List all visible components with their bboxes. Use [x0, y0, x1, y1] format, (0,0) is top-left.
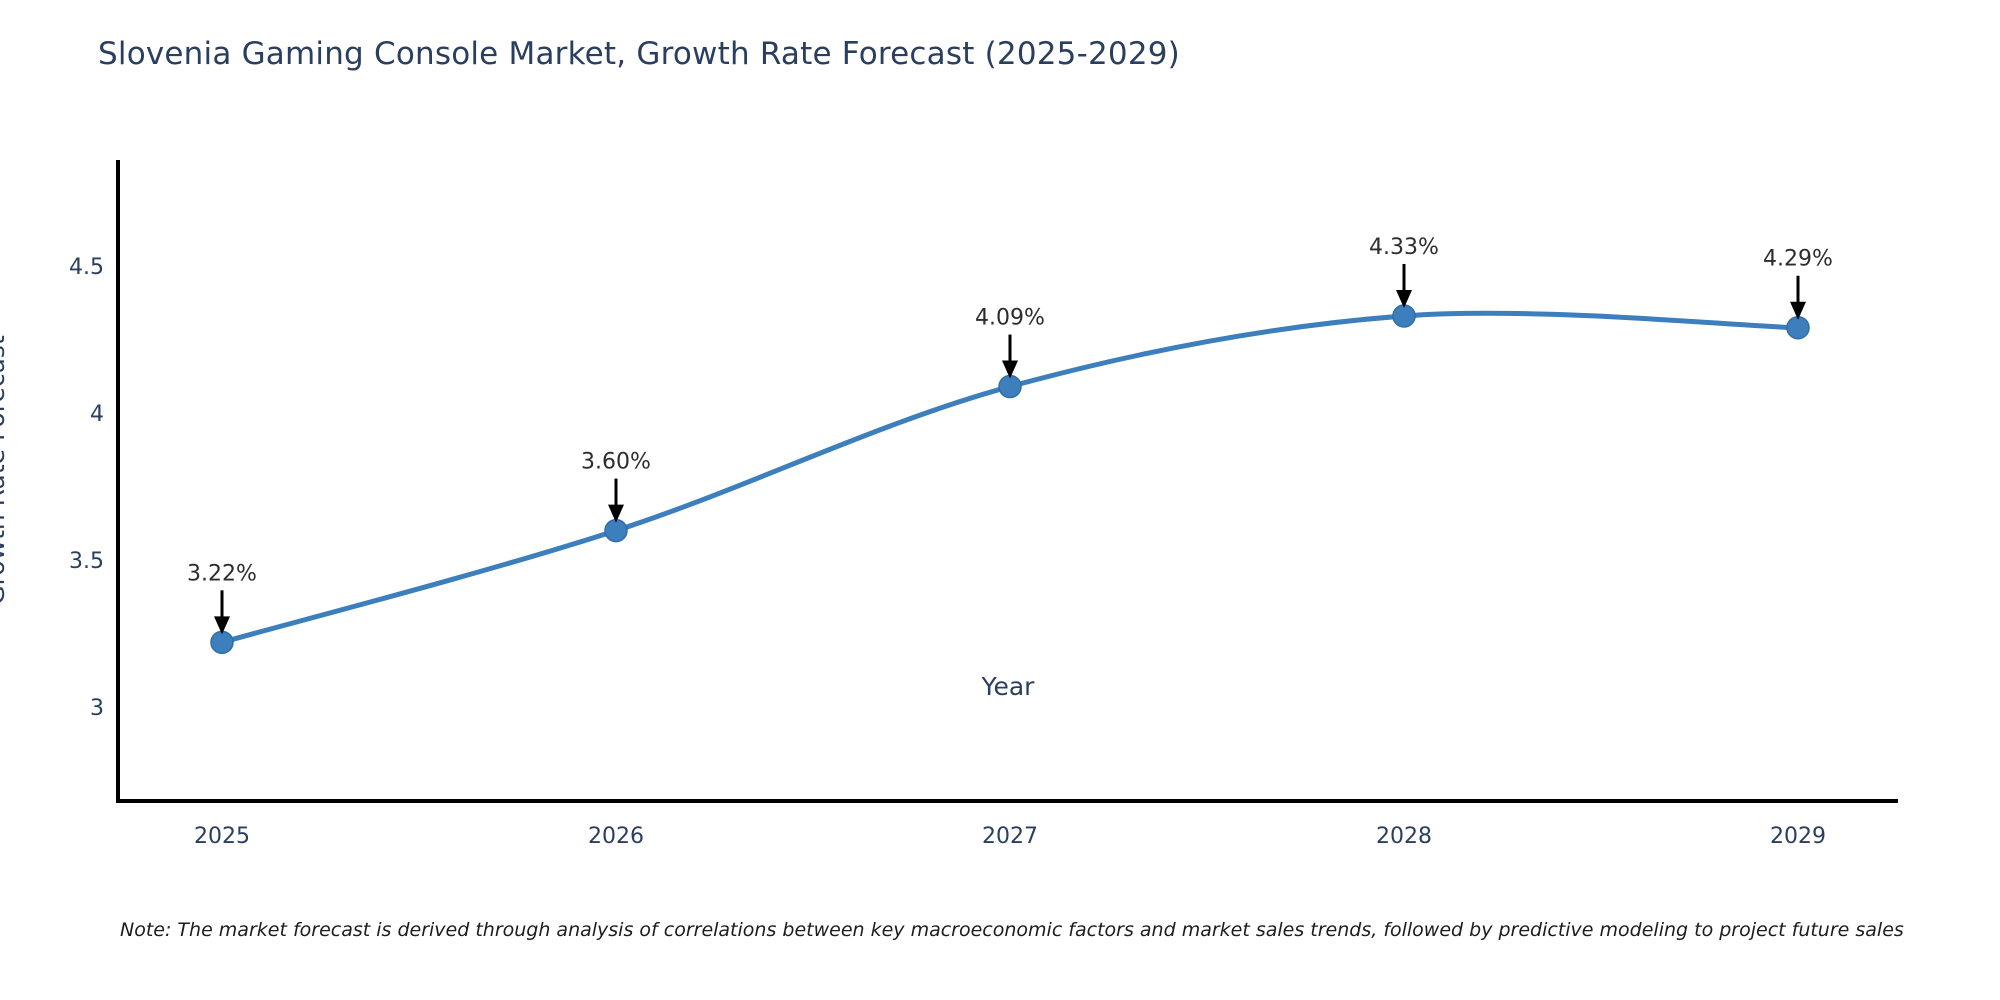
- footnote: Note: The market forecast is derived thr…: [120, 919, 1904, 941]
- y-tick-label: 4.5: [69, 255, 104, 280]
- x-tick-label: 2025: [194, 824, 250, 849]
- annotation-arrow-head: [1790, 301, 1806, 320]
- data-point-marker: [210, 630, 234, 655]
- data-point-marker: [998, 374, 1022, 399]
- point-label: 3.22%: [187, 561, 257, 586]
- chart-title: Slovenia Gaming Console Market, Growth R…: [98, 36, 1180, 72]
- x-tick-label: 2026: [588, 824, 644, 849]
- data-point-marker: [1786, 315, 1810, 340]
- annotation-arrow-head: [214, 616, 230, 635]
- y-tick-label: 3: [90, 696, 104, 721]
- x-tick-label: 2028: [1376, 824, 1432, 849]
- point-label: 3.60%: [581, 450, 651, 475]
- point-label: 4.33%: [1369, 235, 1439, 260]
- annotation-arrow-head: [608, 504, 624, 523]
- x-tick-label: 2029: [1770, 824, 1826, 849]
- x-tick-label: 2027: [982, 824, 1038, 849]
- data-point-marker: [604, 518, 628, 543]
- y-axis-title: Growth Rate Forecast: [0, 335, 10, 605]
- y-tick-label: 4: [90, 402, 104, 427]
- point-label: 4.09%: [975, 306, 1045, 331]
- y-tick-label: 3.5: [69, 549, 104, 574]
- point-label: 4.29%: [1763, 247, 1833, 272]
- annotation-arrow-head: [1002, 360, 1018, 379]
- annotation-arrow-head: [1396, 289, 1412, 308]
- x-axis-title: Year: [981, 672, 1035, 701]
- data-point-marker: [1392, 304, 1416, 328]
